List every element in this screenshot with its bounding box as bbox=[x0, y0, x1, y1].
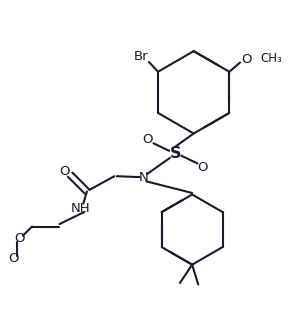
Text: O: O bbox=[143, 133, 153, 146]
Text: NH: NH bbox=[71, 202, 91, 215]
Text: S: S bbox=[170, 146, 181, 161]
Text: Br: Br bbox=[134, 50, 149, 63]
Text: O: O bbox=[59, 165, 70, 178]
Text: O: O bbox=[9, 252, 19, 265]
Text: N: N bbox=[138, 171, 148, 184]
Text: O: O bbox=[198, 160, 208, 174]
Text: O: O bbox=[15, 232, 25, 245]
Text: CH₃: CH₃ bbox=[261, 51, 282, 65]
Text: O: O bbox=[241, 53, 251, 66]
